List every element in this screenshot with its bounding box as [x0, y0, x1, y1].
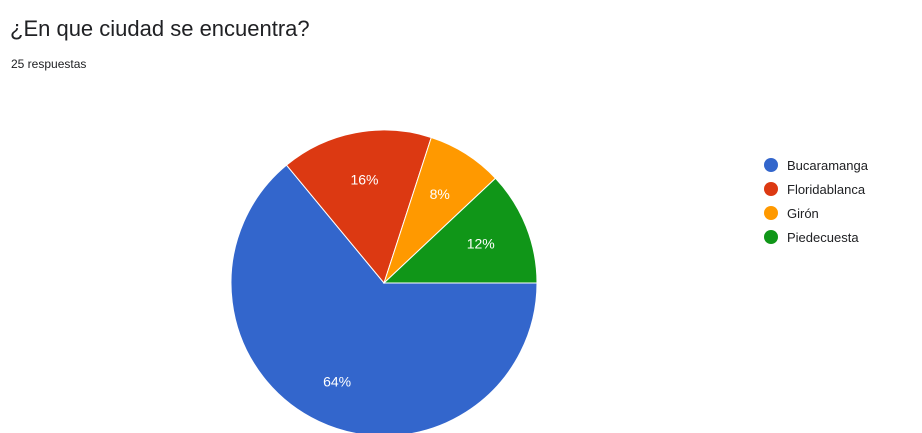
pie-slice-label: 64% [323, 373, 351, 389]
legend-label: Bucaramanga [787, 157, 868, 173]
pie-slice-bucaramanga[interactable] [230, 164, 538, 433]
legend-item[interactable]: Piedecuesta [764, 226, 868, 248]
legend-label: Girón [787, 205, 819, 221]
pie-slice-floridablanca[interactable] [285, 129, 432, 285]
pie-slice-labels: 64% 16% 8% 12% [323, 172, 495, 390]
legend-label: Floridablanca [787, 181, 866, 197]
legend-label: Piedecuesta [787, 229, 859, 245]
legend-swatch [764, 206, 778, 220]
legend-item[interactable]: Girón [764, 202, 868, 224]
legend-item[interactable]: Floridablanca [764, 178, 868, 200]
question-title: ¿En que ciudad se encuentra? [10, 16, 310, 41]
legend-swatch [764, 158, 778, 172]
pie-slice-label: 16% [350, 172, 378, 188]
pie-slice-label: 12% [467, 235, 495, 251]
legend-swatch [764, 182, 778, 196]
legend-item[interactable]: Bucaramanga [764, 154, 868, 176]
response-count: 25 respuestas [11, 57, 87, 71]
pie-slice-piedecuesta[interactable] [382, 177, 538, 284]
legend-swatch [764, 230, 778, 244]
pie-slices [230, 129, 538, 433]
chart-legend: Bucaramanga Floridablanca Girón Piedecuesta [764, 154, 868, 250]
pie-slice-label: 8% [430, 186, 450, 202]
